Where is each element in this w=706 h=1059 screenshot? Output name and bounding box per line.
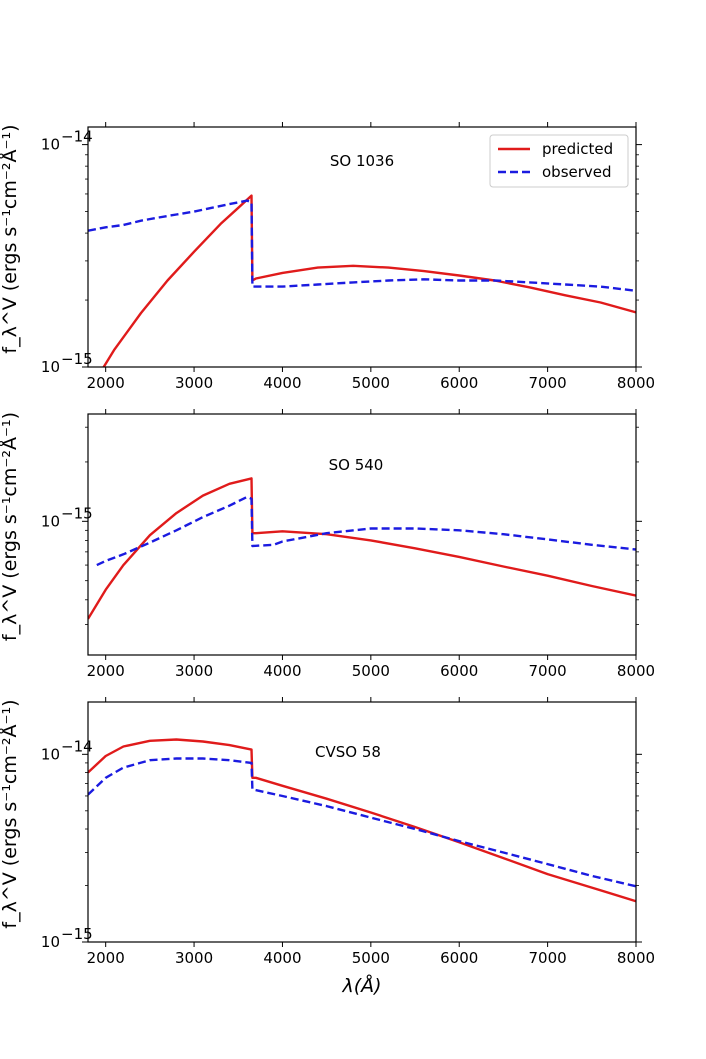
y-tick-exponent: −14 [61, 737, 93, 755]
plot-frame [87, 701, 637, 943]
x-tick-label: 3000 [175, 374, 213, 392]
x-axis-label: λ(Å) [341, 974, 381, 997]
y-axis-label: f_λ^V (ergs s⁻¹cm⁻²Å⁻¹) [0, 699, 21, 928]
x-tick-label: 3000 [175, 662, 213, 680]
y-tick-exponent: −15 [61, 504, 93, 522]
series-observed [88, 757, 636, 888]
x-tick-label: 6000 [440, 949, 478, 967]
y-tick-exponent: −15 [61, 350, 93, 368]
x-tick-label: 2000 [87, 374, 125, 392]
panel-cvso58: 2000 3000 4000 5000 6000 7000 8000 10−1410−15 … [41, 697, 655, 967]
x-tick-label: 4000 [263, 949, 301, 967]
x-tick-label: 5000 [352, 949, 390, 967]
y-tick-label: 10 [41, 136, 60, 154]
panel-so540: 2000 3000 4000 5000 6000 7000 8000 10 −15 SO 54… [41, 409, 655, 680]
y-tick-exponent: −14 [61, 128, 93, 146]
x-tick-label: 3000 [175, 949, 213, 967]
legend-label-predicted: predicted [542, 140, 613, 158]
panel-title: SO 1036 [330, 152, 394, 170]
x-tick-label: 6000 [440, 662, 478, 680]
legend-label-observed: observed [542, 163, 612, 181]
x-tick-label: 8000 [617, 374, 655, 392]
legend: predicted observed [489, 134, 629, 188]
y-tick-label: 10 [41, 358, 60, 376]
panel-so1036: 2000 3000 4000 5000 6000 7000 8000 10−1410−15 … [41, 122, 655, 392]
x-tick-label: 2000 [87, 949, 125, 967]
x-tick-label: 7000 [529, 662, 567, 680]
y-tick-label: 10 [41, 512, 60, 530]
series-predicted [88, 477, 636, 620]
x-tick-label: 5000 [352, 374, 390, 392]
series-predicted [102, 194, 636, 367]
plot-frame [87, 413, 637, 656]
x-tick-label: 7000 [529, 949, 567, 967]
x-tick-label: 5000 [352, 662, 390, 680]
x-tick-label: 4000 [263, 662, 301, 680]
y-tick-label: 10 [41, 933, 60, 951]
x-tick-label: 2000 [87, 662, 125, 680]
y-tick-label: 10 [41, 745, 60, 763]
y-tick-exponent: −15 [61, 925, 93, 943]
x-tick-label: 8000 [617, 662, 655, 680]
y-axis-label: f_λ^V (ergs s⁻¹cm⁻²Å⁻¹) [0, 124, 21, 353]
plot-frame [87, 126, 637, 368]
series-predicted [88, 738, 636, 903]
panel-title: CVSO 58 [315, 743, 381, 761]
panel-title: SO 540 [329, 456, 384, 474]
series-observed [96, 495, 636, 567]
x-tick-label: 8000 [617, 949, 655, 967]
x-tick-label: 4000 [263, 374, 301, 392]
x-tick-label: 7000 [529, 374, 567, 392]
x-tick-label: 6000 [440, 374, 478, 392]
series-observed [88, 199, 636, 292]
y-axis-label: f_λ^V (ergs s⁻¹cm⁻²Å⁻¹) [0, 412, 21, 641]
